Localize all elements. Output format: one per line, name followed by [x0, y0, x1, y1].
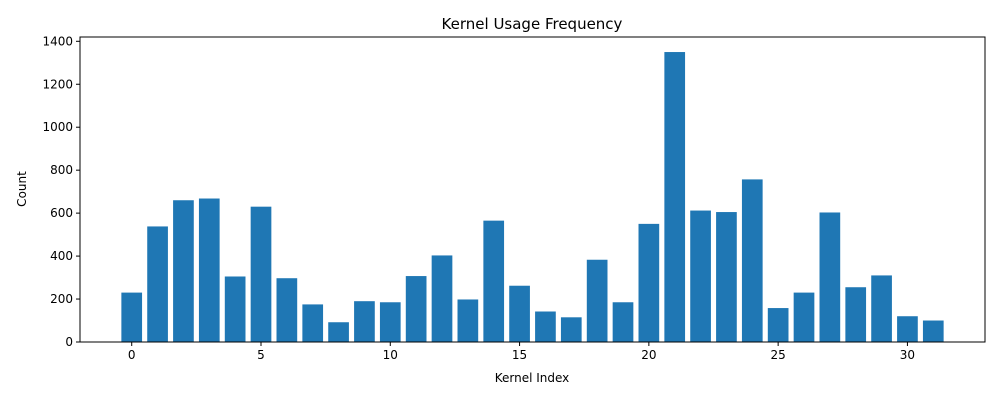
- y-tick-label: 400: [50, 249, 73, 263]
- bar-kernel-28: [845, 287, 867, 342]
- x-tick-label: 30: [900, 348, 915, 362]
- bar-kernel-17: [560, 317, 582, 342]
- x-axis-label: Kernel Index: [495, 371, 570, 385]
- bar-kernel-19: [612, 302, 634, 342]
- x-tick-label: 5: [257, 348, 265, 362]
- y-tick-label: 1400: [42, 34, 73, 48]
- bar-kernel-16: [535, 311, 556, 342]
- bar-kernel-20: [638, 223, 660, 342]
- bar-kernel-29: [871, 275, 892, 342]
- y-axis-label: Count: [15, 171, 29, 207]
- plot-area: 0 5 10 15 20 25 30 0 200 400 600 800 1000 1200 1400: [42, 34, 944, 362]
- bar-kernel-6: [276, 278, 298, 342]
- bar-kernel-9: [354, 301, 375, 342]
- bar-kernel-1: [147, 226, 168, 342]
- x-tick-label: 0: [128, 348, 136, 362]
- bar-kernel-10: [379, 302, 401, 342]
- x-tick-label: 20: [641, 348, 656, 362]
- bar-kernel-8: [328, 322, 349, 342]
- bar-kernel-31: [922, 320, 944, 342]
- bar-kernel-11: [405, 276, 427, 342]
- x-tick-label: 25: [771, 348, 786, 362]
- bar-kernel-5: [250, 206, 272, 342]
- bar-kernel-25: [767, 308, 789, 342]
- bar-kernel-22: [690, 210, 711, 342]
- bar-kernel-21: [664, 52, 686, 342]
- bar-kernel-2: [173, 200, 194, 342]
- y-tick-label: 600: [50, 206, 73, 220]
- x-tick-label: 10: [383, 348, 398, 362]
- bar-kernel-18: [586, 259, 608, 342]
- bar-kernel-13: [457, 299, 479, 342]
- x-tick-label: 15: [512, 348, 527, 362]
- bar-kernel-24: [741, 179, 763, 342]
- bar-kernel-7: [302, 304, 324, 342]
- y-tick-label: 200: [50, 292, 73, 306]
- bar-kernel-30: [897, 316, 918, 342]
- bar-kernel-12: [431, 255, 453, 342]
- bar-kernel-3: [198, 198, 220, 342]
- bar-kernel-15: [509, 285, 530, 342]
- bar-kernel-14: [483, 220, 505, 342]
- y-tick-label: 1200: [42, 77, 73, 91]
- y-tick-label: 1000: [42, 120, 73, 134]
- bar-kernel-23: [716, 212, 737, 342]
- chart-title: Kernel Usage Frequency: [442, 15, 623, 33]
- y-tick-label: 800: [50, 163, 73, 177]
- bar-kernel-27: [819, 212, 841, 342]
- plot-frame: [79, 36, 986, 343]
- bar-kernel-4: [224, 276, 246, 342]
- bar-kernel-26: [793, 292, 815, 342]
- bar-kernel-0: [121, 292, 143, 342]
- y-tick-label: 0: [65, 335, 73, 349]
